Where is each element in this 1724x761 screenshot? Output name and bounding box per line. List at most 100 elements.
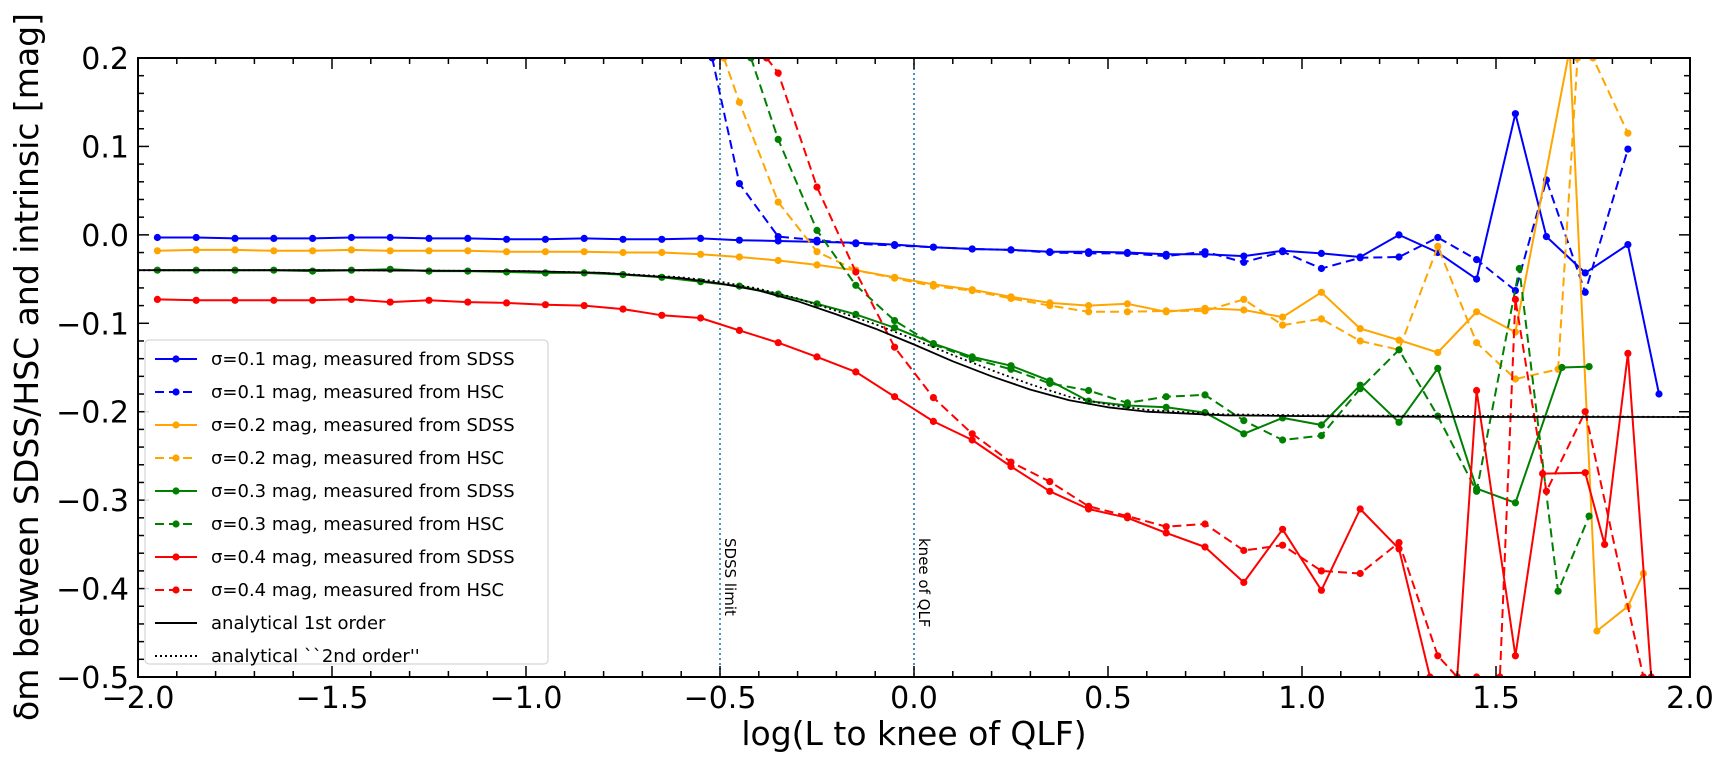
series-0-point bbox=[1240, 252, 1248, 260]
series-9-line bbox=[138, 269, 1690, 418]
series-0-point bbox=[503, 235, 511, 243]
series-2-point bbox=[1434, 348, 1442, 357]
series-5-point bbox=[1279, 436, 1287, 444]
x-tick-label: 1.0 bbox=[1278, 681, 1326, 716]
vline-label-0: SDSS limit bbox=[721, 538, 739, 616]
series-5-point bbox=[1395, 346, 1403, 354]
series-2-point bbox=[1473, 308, 1481, 316]
series-4-point bbox=[386, 265, 394, 273]
legend-label: σ=0.4 mag, measured from SDSS bbox=[211, 547, 515, 568]
series-6-point bbox=[1601, 540, 1609, 549]
series-5-point bbox=[1240, 417, 1248, 425]
series-6-point bbox=[1201, 543, 1209, 551]
series-6-point bbox=[503, 299, 511, 307]
series-5-point bbox=[774, 135, 782, 143]
series-0-point bbox=[347, 233, 355, 242]
series-3-point bbox=[929, 282, 938, 290]
legend-label: analytical 1st order bbox=[211, 613, 386, 634]
series-5-point bbox=[1356, 385, 1364, 393]
legend-marker bbox=[172, 520, 180, 528]
series-3-point bbox=[1085, 308, 1093, 316]
series-2-point bbox=[1085, 302, 1093, 310]
series-3-point bbox=[1123, 308, 1131, 316]
series-1-point bbox=[1317, 264, 1325, 273]
series-6-point bbox=[1240, 578, 1248, 587]
series-1-point bbox=[1162, 252, 1170, 260]
series-2-point bbox=[1511, 328, 1519, 336]
series-2-point bbox=[1395, 336, 1403, 344]
y-tick-label: −0.4 bbox=[56, 573, 129, 608]
series-0-point bbox=[1511, 110, 1519, 118]
series-6-point bbox=[1317, 586, 1325, 594]
series-7-point bbox=[1123, 512, 1131, 520]
legend-label: σ=0.1 mag, measured from SDSS bbox=[211, 349, 515, 370]
x-axis-label: log(L to knee of QLF) bbox=[741, 714, 1086, 753]
series-6-point bbox=[852, 368, 860, 376]
series-2-point bbox=[1240, 306, 1248, 314]
series-0-point bbox=[697, 234, 705, 242]
series-7-point bbox=[1317, 567, 1325, 575]
y-tick-label: −0.3 bbox=[56, 484, 129, 519]
legend-marker bbox=[172, 553, 180, 561]
series-5-point bbox=[1162, 393, 1170, 401]
series-2-point bbox=[735, 253, 744, 261]
series-5-point bbox=[852, 281, 860, 289]
series-0-point bbox=[464, 234, 472, 242]
series-1-point bbox=[735, 180, 744, 188]
y-axis-label: δm between SDSS/HSC and intrinsic [mag] bbox=[7, 13, 46, 721]
series-3-point bbox=[1201, 307, 1209, 315]
series-6-point bbox=[697, 314, 705, 322]
x-tick-label: 0.5 bbox=[1084, 681, 1132, 716]
series-4-point bbox=[891, 324, 899, 332]
series-6-point bbox=[813, 353, 821, 361]
series-3-point bbox=[774, 198, 782, 206]
series-1-point bbox=[891, 241, 899, 250]
series-2-point bbox=[153, 247, 161, 255]
series-1-point bbox=[774, 233, 782, 241]
series-6-point bbox=[541, 301, 550, 309]
series-3-point bbox=[1279, 321, 1287, 329]
legend-label: σ=0.2 mag, measured from SDSS bbox=[211, 415, 515, 436]
series-3-point bbox=[1473, 339, 1481, 347]
series-7-point bbox=[1356, 569, 1364, 578]
series-layer bbox=[138, 58, 1690, 677]
series-0-point bbox=[1581, 269, 1589, 277]
series-2-point bbox=[231, 246, 239, 254]
series-1-point bbox=[1007, 246, 1015, 254]
series-6-point bbox=[658, 311, 666, 319]
series-7-point bbox=[852, 268, 860, 276]
series-3-point bbox=[1046, 302, 1054, 310]
legend-label: σ=0.3 mag, measured from HSC bbox=[211, 514, 504, 535]
series-7-point bbox=[968, 430, 976, 438]
legend-marker bbox=[172, 388, 180, 396]
series-6-point bbox=[735, 326, 744, 334]
series-7-point bbox=[1007, 458, 1015, 466]
series-1-point bbox=[1395, 253, 1403, 261]
series-3-point bbox=[813, 248, 821, 256]
series-7-point bbox=[1434, 652, 1442, 660]
series-7-point bbox=[1162, 523, 1170, 531]
legend-label: σ=0.4 mag, measured from HSC bbox=[211, 580, 504, 601]
series-7-point bbox=[1046, 478, 1054, 486]
series-6-point bbox=[309, 296, 317, 304]
series-2-point bbox=[1279, 313, 1287, 321]
series-1-point bbox=[1434, 233, 1442, 242]
series-6-point bbox=[270, 296, 278, 304]
series-5-point bbox=[1201, 391, 1209, 399]
series-2-point bbox=[541, 248, 550, 256]
y-tick-label: −0.5 bbox=[56, 661, 129, 696]
series-5-point bbox=[1585, 512, 1593, 520]
series-3-point bbox=[1162, 307, 1170, 315]
series-7-point bbox=[1511, 295, 1519, 303]
series-7-point bbox=[1279, 541, 1287, 549]
y-tick-label: 0.0 bbox=[81, 219, 129, 254]
series-5-point bbox=[1046, 379, 1054, 387]
series-6-point bbox=[153, 295, 161, 303]
series-1-point bbox=[1511, 287, 1519, 295]
series-5-point bbox=[968, 355, 976, 363]
series-2-point bbox=[813, 261, 821, 269]
legend-marker bbox=[172, 487, 180, 495]
series-1-point bbox=[813, 236, 821, 244]
series-6-point bbox=[1279, 525, 1287, 533]
series-2-line bbox=[157, 58, 1645, 632]
